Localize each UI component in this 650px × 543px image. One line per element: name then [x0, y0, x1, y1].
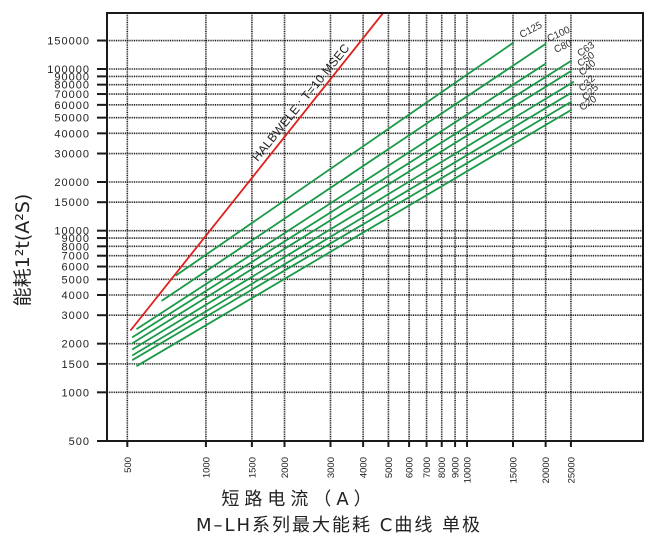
curve-label-c125: C125	[518, 20, 545, 41]
x-axis-tick-labels: 500 1000 1500 2000 3000 4000 5000 6000 7000 8000 9…	[123, 457, 578, 483]
y-tick-label: 15000	[54, 197, 90, 209]
curve-c20	[136, 109, 572, 367]
curve-c63	[131, 60, 572, 338]
y-tick-label: 70000	[54, 89, 90, 101]
x-tick-label: 1500	[247, 457, 258, 478]
y-tick-label: 8000	[62, 241, 90, 253]
y-axis-title: 能耗1²t(A²S)	[12, 194, 34, 307]
x-axis-title: 短路电流（A）	[221, 489, 376, 510]
curves	[129, 13, 575, 367]
y-tick-label: 7000	[62, 251, 90, 263]
chart-title: M–LH系列最大能耗 C曲线 单极	[196, 515, 482, 536]
y-tick-label: 30000	[54, 149, 90, 161]
y-tick-label: 2000	[62, 339, 90, 351]
y-tick-label: 6000	[62, 262, 90, 274]
y-tick-label: 10000	[54, 226, 90, 238]
y-tick-label: 5000	[62, 274, 90, 286]
curve-c40	[131, 81, 575, 351]
x-tick-label: 3000	[326, 457, 337, 478]
x-tick-label: 5000	[384, 457, 395, 478]
x-tick-label: 15000	[509, 457, 520, 483]
y-tick-label: 80000	[54, 80, 90, 92]
curve-c125	[175, 42, 514, 277]
plot-frame	[106, 12, 644, 442]
y-tick-label: 150000	[47, 36, 90, 48]
curve-c32	[131, 92, 572, 357]
x-tick-label: 10000	[463, 457, 474, 483]
axis-ticks	[97, 39, 572, 447]
curve-c80	[136, 62, 547, 330]
x-tick-label: 9000	[451, 457, 462, 478]
curve-c25	[131, 101, 572, 361]
x-tick-label: 4000	[359, 457, 370, 478]
y-tick-label: 90000	[54, 71, 90, 83]
y-tick-label: 1500	[62, 359, 90, 371]
y-tick-label: 9000	[62, 233, 90, 245]
curve-c50	[131, 70, 572, 344]
half-wave-reference-line	[129, 13, 385, 331]
x-tick-label: 2000	[280, 457, 291, 478]
grid	[107, 13, 643, 441]
y-tick-label: 50000	[54, 113, 90, 125]
half-wave-reference-label: HALBWELE : T=10 MSEC	[249, 41, 352, 164]
y-tick-label: 100000	[47, 64, 90, 76]
y-tick-label: 20000	[54, 177, 90, 189]
y-tick-label: 1000	[62, 387, 90, 399]
y-tick-label: 40000	[54, 128, 90, 140]
x-tick-label: 25000	[566, 457, 577, 483]
y-tick-label: 3000	[62, 310, 90, 322]
y-tick-label: 500	[69, 436, 90, 448]
y-tick-label: 4000	[62, 290, 90, 302]
x-tick-label: 6000	[405, 457, 416, 478]
x-tick-label: 500	[123, 457, 134, 473]
x-tick-label: 1000	[201, 457, 212, 478]
curve-c100	[161, 43, 547, 302]
y-axis-tick-labels: 5001000150020003000400050006000700080009…	[47, 36, 90, 448]
x-tick-label: 8000	[437, 457, 448, 478]
x-tick-label: 7000	[422, 457, 433, 478]
x-tick-label: 20000	[541, 457, 552, 483]
y-tick-label: 60000	[54, 100, 90, 112]
